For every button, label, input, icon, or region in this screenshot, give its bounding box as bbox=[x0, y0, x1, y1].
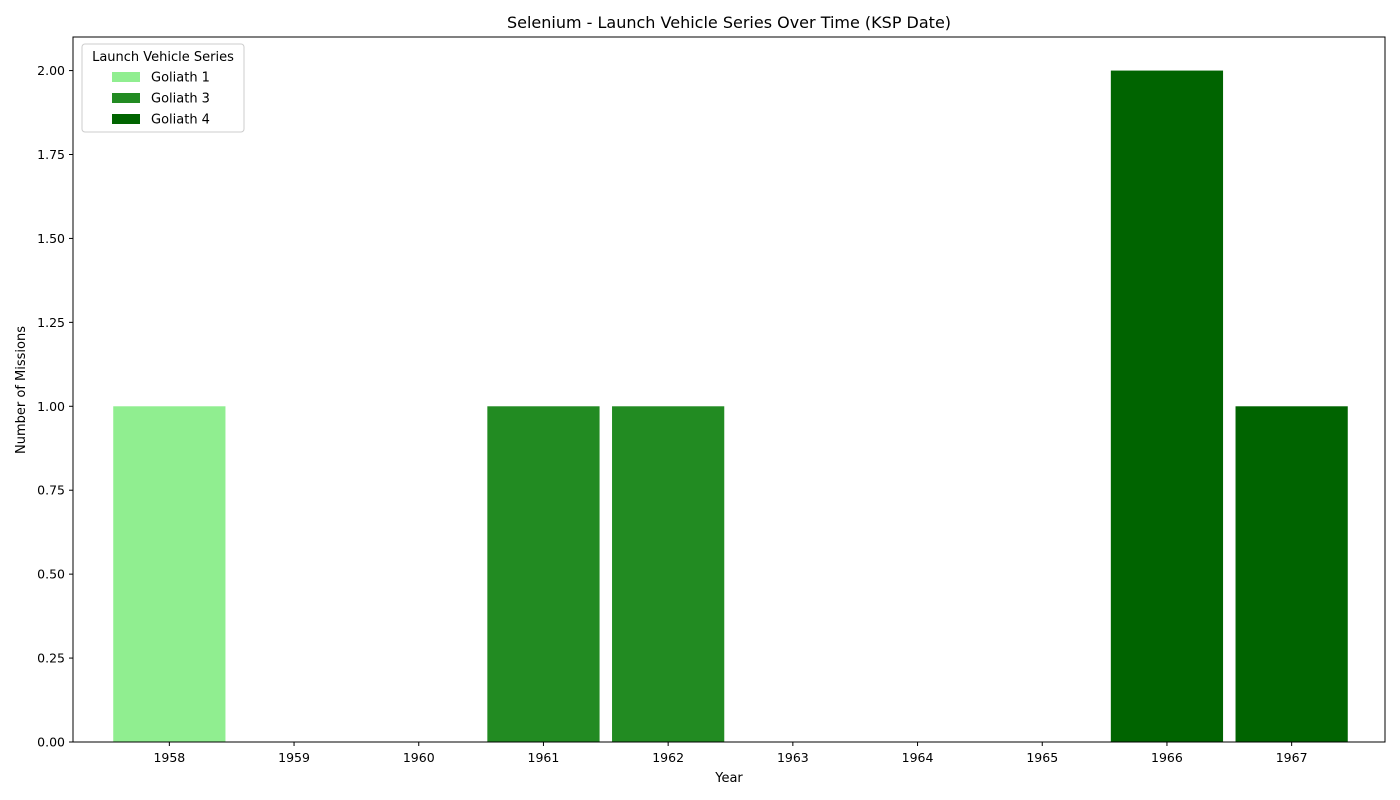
y-tick-label: 0.25 bbox=[37, 651, 65, 666]
y-tick-label: 0.75 bbox=[37, 483, 65, 498]
y-tick-label: 1.75 bbox=[37, 147, 65, 162]
plot-frame bbox=[72, 36, 1386, 743]
x-tick-label: 1961 bbox=[528, 750, 560, 765]
x-tick-label: 1965 bbox=[1026, 750, 1058, 765]
legend-title: Launch Vehicle Series bbox=[92, 50, 234, 65]
bar-goliath-1-1958 bbox=[113, 406, 226, 742]
x-tick-label: 1964 bbox=[902, 750, 934, 765]
legend-label: Goliath 3 bbox=[151, 92, 210, 107]
bar-goliath-3-1961 bbox=[487, 406, 600, 742]
x-tick-label: 1958 bbox=[153, 750, 185, 765]
y-axis-label: Number of Missions bbox=[14, 326, 29, 454]
chart-title: Selenium - Launch Vehicle Series Over Ti… bbox=[507, 13, 951, 32]
legend-label: Goliath 1 bbox=[151, 71, 210, 86]
bar-goliath-4-1967 bbox=[1235, 406, 1348, 742]
y-tick-label: 0.00 bbox=[37, 735, 65, 750]
x-tick-label: 1962 bbox=[652, 750, 684, 765]
y-tick-label: 0.50 bbox=[37, 567, 65, 582]
bars-layer bbox=[113, 70, 1348, 742]
y-tick-label: 2.00 bbox=[37, 63, 65, 78]
y-tick-label: 1.00 bbox=[37, 399, 65, 414]
legend-items: Goliath 1 Goliath 3 Goliath 4 bbox=[112, 71, 210, 128]
y-tick-label: 1.50 bbox=[37, 231, 65, 246]
x-tick-label: 1966 bbox=[1151, 750, 1183, 765]
x-tick-label: 1963 bbox=[777, 750, 809, 765]
x-tick-label: 1959 bbox=[278, 750, 310, 765]
legend-swatch-goliath-4 bbox=[112, 114, 140, 124]
legend-swatch-goliath-1 bbox=[112, 72, 140, 82]
legend-label: Goliath 4 bbox=[151, 113, 210, 128]
bar-goliath-3-1962 bbox=[612, 406, 725, 742]
x-tick-label: 1960 bbox=[403, 750, 435, 765]
x-axis: 1958 1959 1960 1961 1962 1963 1964 1965 1966 1967 bbox=[153, 742, 1308, 765]
bar-goliath-4-1966 bbox=[1110, 70, 1224, 742]
legend-box bbox=[81, 43, 245, 133]
legend: Launch Vehicle Series Goliath 1 Goliath 3… bbox=[81, 43, 245, 133]
x-tick-label: 1967 bbox=[1276, 750, 1308, 765]
x-axis-label: Year bbox=[714, 771, 743, 786]
y-tick-label: 1.25 bbox=[37, 315, 65, 330]
y-axis: 0.00 0.25 0.50 0.75 1.00 1.25 1.50 1.75 2.00 bbox=[37, 63, 73, 750]
legend-swatch-goliath-3 bbox=[112, 93, 140, 103]
